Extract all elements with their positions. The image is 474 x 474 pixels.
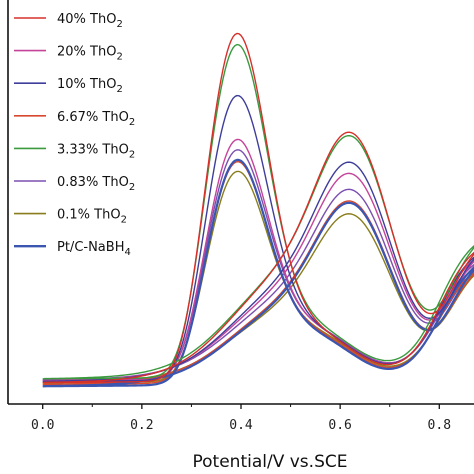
x-tick-label: 0.4 (229, 418, 253, 433)
legend-label: 40% ThO2 (57, 12, 123, 30)
legend-label: 0.1% ThO2 (57, 208, 127, 226)
series-line (42, 94, 474, 383)
x-axis-title: Potential/V vs.SCE (193, 452, 348, 472)
series-line (42, 32, 474, 384)
x-tick-label: 0.2 (130, 418, 153, 433)
legend-label: 20% ThO2 (57, 45, 123, 63)
x-tick-label: 0.6 (328, 418, 351, 433)
legend-label: 0.83% ThO2 (57, 175, 135, 193)
legend-label: 10% ThO2 (57, 77, 123, 95)
x-ticks: 0.0 0.2 0.4 0.6 0.8 (31, 404, 451, 433)
legend-label: Pt/C-NaBH4 (57, 240, 131, 258)
x-tick-label: 0.8 (428, 418, 451, 433)
plot-lines (42, 32, 474, 388)
legend-label: 3.33% ThO2 (57, 142, 135, 160)
series-line (42, 158, 474, 388)
x-tick-label: 0.0 (31, 418, 54, 433)
legend-label: 6.67% ThO2 (57, 110, 135, 128)
legend: 40% ThO2 20% ThO2 10% ThO2 6.67% ThO2 3.33% … (14, 12, 135, 258)
